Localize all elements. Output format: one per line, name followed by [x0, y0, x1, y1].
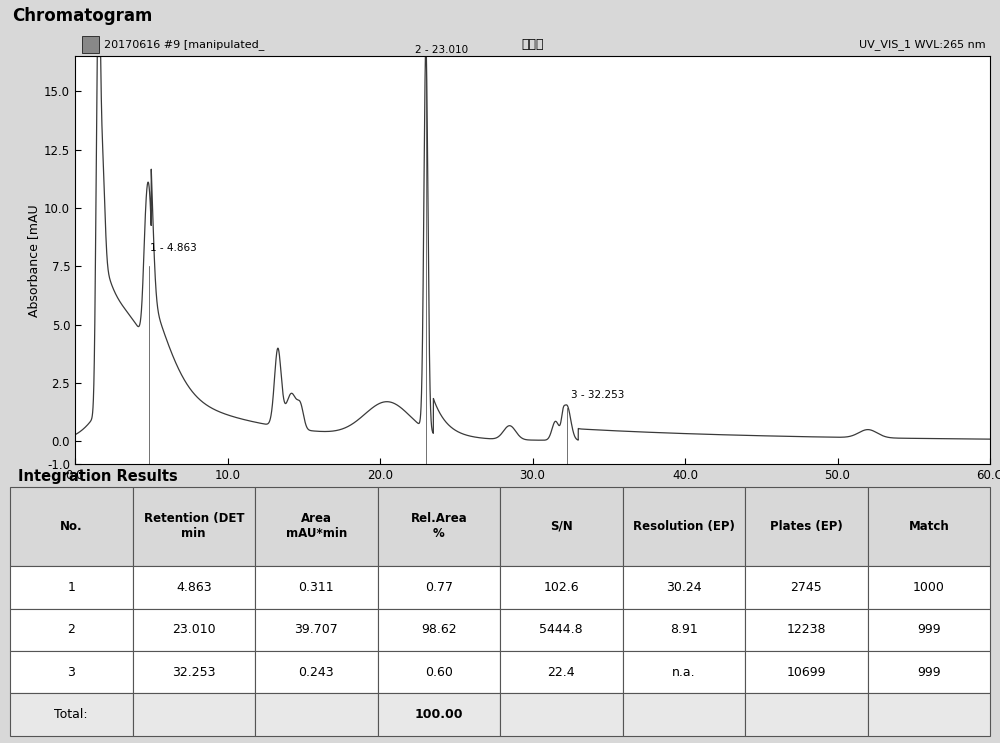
- Text: UV_VIS_1 WVL:265 nm: UV_VIS_1 WVL:265 nm: [859, 39, 985, 50]
- Bar: [82, 36, 99, 53]
- Text: 20170616 #9 [manipulated_: 20170616 #9 [manipulated_: [104, 39, 265, 50]
- Text: 酸波块: 酸波块: [521, 38, 544, 51]
- Text: 2 - 23.010: 2 - 23.010: [415, 45, 468, 55]
- Text: Integration Results: Integration Results: [18, 469, 178, 484]
- Text: 1 - 4.863: 1 - 4.863: [150, 244, 197, 253]
- Text: 3 - 32.253: 3 - 32.253: [571, 390, 624, 400]
- Text: Chromatogram: Chromatogram: [12, 7, 152, 25]
- Y-axis label: Absorbance [mAU: Absorbance [mAU: [27, 204, 40, 317]
- X-axis label: l me |min: l me |min: [503, 487, 562, 499]
